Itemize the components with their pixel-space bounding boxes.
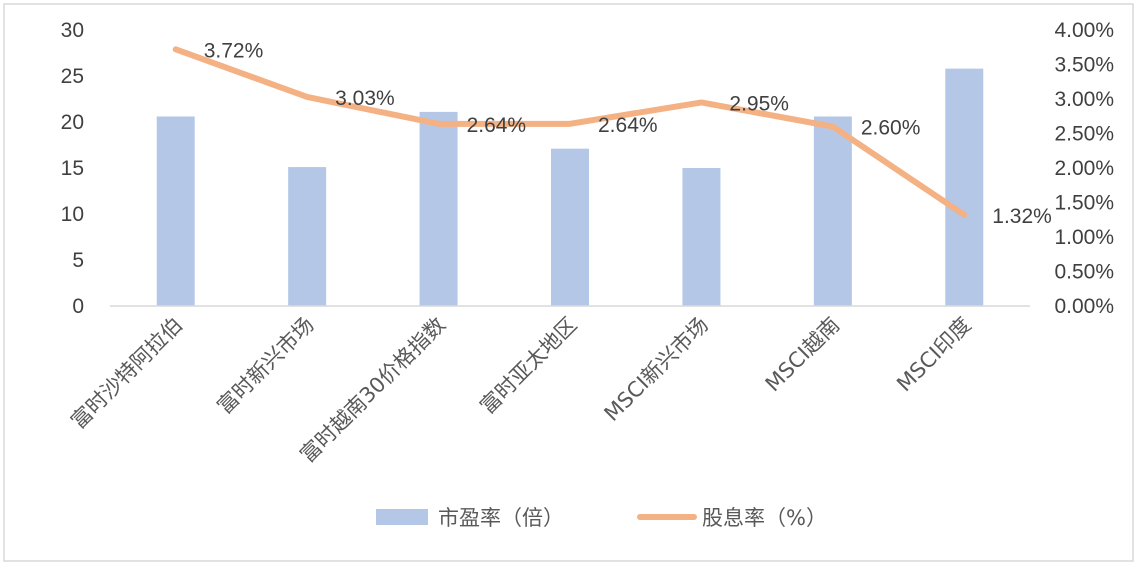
right-tick-label: 0.00% [1054,295,1114,318]
data-label-4: 2.64% [598,114,658,137]
right-axis-ticks: 0.00% 0.50% 1.00% 1.50% 2.00% 2.50% 3.00% 3.50%… [1054,19,1114,318]
bar-1 [156,116,195,306]
right-tick-label: 1.00% [1054,226,1114,249]
bar-2 [288,167,327,306]
bars-layer [156,68,984,306]
right-tick-label: 0.50% [1054,261,1114,284]
legend-bar-swatch [376,509,428,525]
right-tick-label: 4.00% [1054,19,1114,42]
left-tick-label: 15 [61,157,84,180]
bar-4 [551,148,589,306]
right-tick-label: 2.50% [1054,123,1114,146]
data-labels: 3.72% 3.03% 2.64% 2.64% 2.95% 2.60% 1.32% [204,39,1052,228]
line-layer [172,46,968,218]
data-label-5: 2.95% [729,92,789,115]
right-tick-label: 3.00% [1054,88,1114,111]
legend-line-label: 股息率（%） [702,506,827,530]
left-tick-label: 30 [61,19,84,42]
left-axis-ticks: 0 5 10 15 20 25 30 [61,19,84,318]
data-label-7: 1.32% [992,205,1052,228]
bar-7 [945,68,984,306]
data-label-6: 2.60% [861,117,921,140]
legend-bar-label: 市盈率（倍） [438,506,564,530]
right-tick-label: 1.50% [1054,192,1114,215]
left-tick-label: 0 [72,295,84,318]
right-tick-label: 3.50% [1054,54,1114,77]
data-label-1: 3.72% [204,39,264,62]
left-tick-label: 10 [61,203,84,226]
data-label-2: 3.03% [335,87,395,110]
legend: 市盈率（倍） 股息率（%） [376,506,827,530]
bar-5 [682,168,721,306]
left-tick-label: 20 [61,111,84,134]
left-tick-label: 5 [72,249,84,272]
bar-3 [419,111,458,306]
bar-6 [813,116,852,306]
data-label-3: 2.64% [467,114,527,137]
right-tick-label: 2.00% [1054,157,1114,180]
left-tick-label: 25 [61,65,84,88]
